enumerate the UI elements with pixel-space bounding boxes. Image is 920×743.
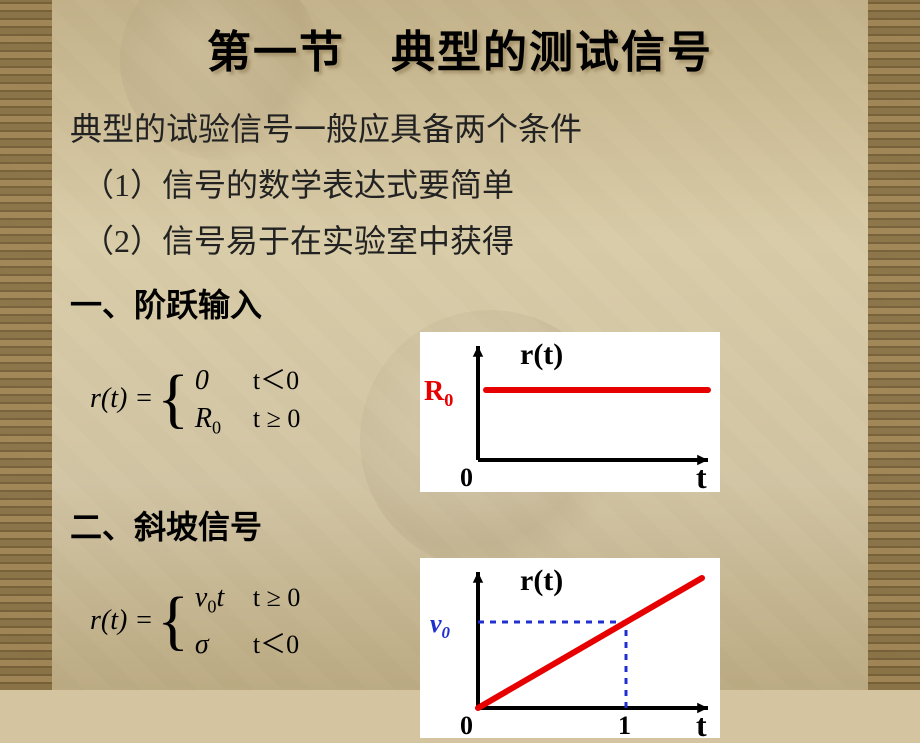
brace-icon: {: [157, 366, 189, 432]
case-cond: t＜0: [253, 360, 299, 397]
svg-text:R0: R0: [424, 376, 453, 410]
formula-lhs: r(t) =: [90, 605, 153, 637]
ramp-row: r(t) = { v0t t ≥ 0 σ t＜0 r(t) v0 0 1 t: [60, 554, 860, 738]
section-1-heading: 一、阶跃输入: [70, 280, 860, 326]
condition-1: （1）信号的数学表达式要简单: [82, 160, 860, 206]
case-cond: t＜0: [253, 624, 299, 661]
case-value: R0: [195, 403, 253, 439]
slide-title: 第一节 典型的测试信号: [60, 16, 860, 80]
graph-step: r(t) R0 0 t: [420, 332, 720, 492]
case-cond: t ≥ 0: [253, 404, 301, 434]
case-value: 0: [195, 365, 253, 397]
svg-text:r(t): r(t): [520, 564, 563, 597]
condition-2: （2）信号易于在实验室中获得: [82, 216, 860, 262]
slide-content: 第一节 典型的测试信号 典型的试验信号一般应具备两个条件 （1）信号的数学表达式…: [60, 8, 860, 682]
case-value: σ: [195, 629, 253, 661]
svg-text:t: t: [696, 707, 707, 738]
case-cond: t ≥ 0: [253, 583, 301, 613]
formula-step: r(t) = { 0 t＜0 R0 t ≥ 0: [60, 332, 420, 439]
formula-lhs: r(t) =: [90, 383, 153, 415]
intro-text: 典型的试验信号一般应具备两个条件: [70, 104, 860, 150]
slide-border-right: [868, 0, 920, 690]
section-2-heading: 二、斜坡信号: [70, 502, 860, 548]
graph-ramp: r(t) v0 0 1 t: [420, 558, 720, 738]
brace-icon: {: [157, 588, 189, 654]
step-row: r(t) = { 0 t＜0 R0 t ≥ 0 r(t) R0 0 t: [60, 332, 860, 492]
svg-text:0: 0: [460, 711, 473, 738]
case-value: v0t: [195, 582, 253, 618]
formula-ramp: r(t) = { v0t t ≥ 0 σ t＜0: [60, 554, 420, 661]
svg-text:0: 0: [460, 463, 473, 492]
svg-text:1: 1: [618, 711, 631, 738]
svg-text:t: t: [696, 459, 707, 492]
svg-text:r(t): r(t): [520, 338, 563, 371]
slide-border-left: [0, 0, 52, 690]
svg-text:v0: v0: [430, 609, 451, 642]
